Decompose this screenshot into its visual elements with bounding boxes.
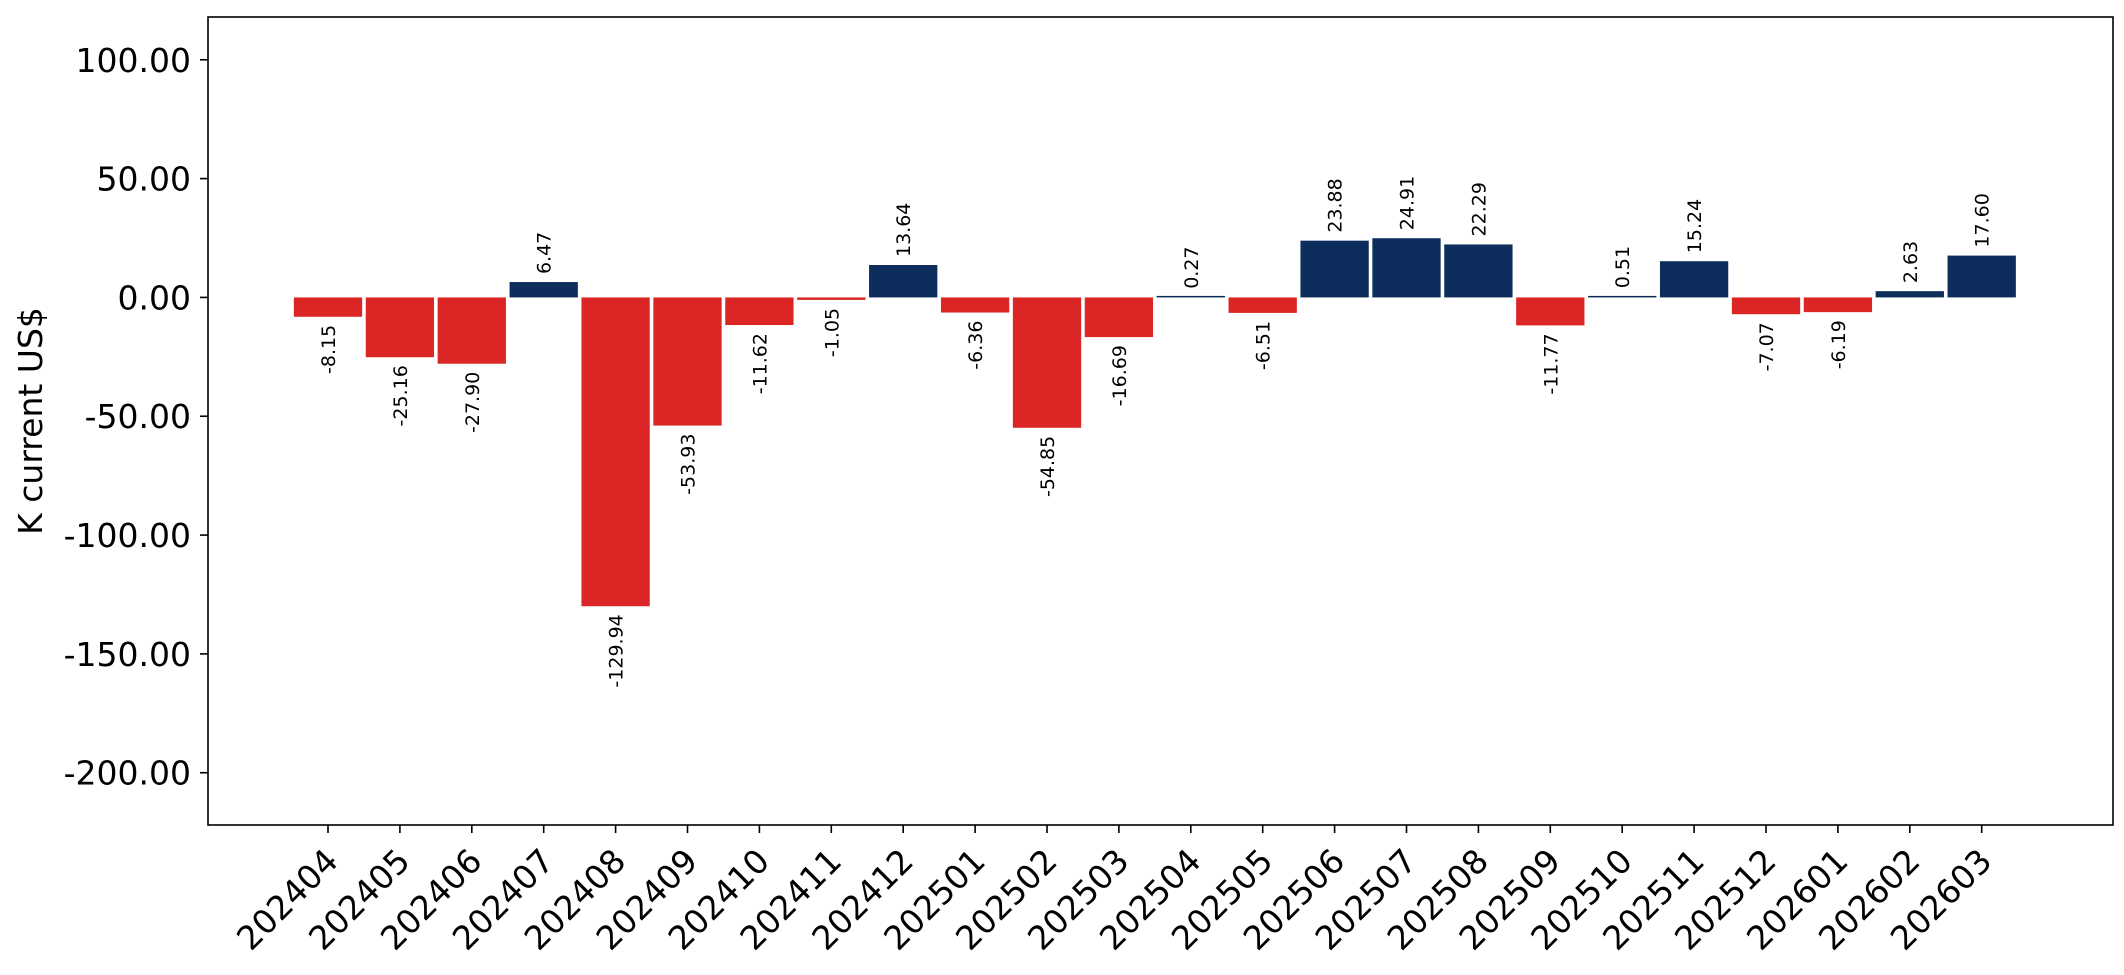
data-label-202409: -53.93 bbox=[678, 434, 700, 495]
y-tick-label: -150.00 bbox=[64, 635, 191, 674]
data-label-202504: 0.27 bbox=[1181, 246, 1203, 288]
bar-202502 bbox=[1012, 297, 1082, 428]
data-label-202505: -6.51 bbox=[1253, 321, 1275, 370]
data-label-202512: -7.07 bbox=[1756, 322, 1778, 371]
bar-202508 bbox=[1444, 244, 1513, 298]
x-axis: 2024042024052024062024072024082024092024… bbox=[229, 825, 1999, 958]
data-label-202511: 15.24 bbox=[1684, 199, 1706, 253]
bar-202602 bbox=[1875, 291, 1944, 298]
y-axis: 100.00 50.00 0.00 -50.00 -100.00 -150.00 -200.… bbox=[64, 41, 208, 793]
bar-202412 bbox=[869, 265, 938, 298]
y-tick-label: -50.00 bbox=[85, 397, 191, 436]
data-label-202410: -11.62 bbox=[749, 333, 771, 394]
bar-202510 bbox=[1588, 295, 1657, 298]
data-label-202508: 22.29 bbox=[1468, 182, 1490, 236]
bar-202407 bbox=[509, 282, 578, 298]
data-label-202503: -16.69 bbox=[1109, 345, 1131, 406]
bar-202505 bbox=[1228, 297, 1297, 313]
data-label-202507: 24.91 bbox=[1397, 176, 1419, 230]
bars-group bbox=[293, 238, 2016, 607]
data-label-202411: -1.05 bbox=[821, 308, 843, 357]
bar-202507 bbox=[1372, 238, 1441, 298]
bar-202409 bbox=[653, 297, 722, 426]
data-label-202506: 23.88 bbox=[1325, 178, 1347, 232]
bar-202411 bbox=[797, 297, 866, 300]
data-label-202408: -129.94 bbox=[606, 614, 628, 687]
bar-202503 bbox=[1084, 297, 1154, 338]
bar-202410 bbox=[725, 297, 794, 326]
data-label-202405: -25.16 bbox=[390, 365, 412, 426]
data-label-202501: -6.36 bbox=[965, 321, 987, 370]
y-tick-label: 50.00 bbox=[97, 160, 191, 199]
plot-area-frame bbox=[207, 16, 2114, 826]
bar-202406 bbox=[437, 297, 506, 364]
bar-202509 bbox=[1516, 297, 1585, 326]
data-label-202510: 0.51 bbox=[1612, 246, 1634, 288]
data-label-202502: -54.85 bbox=[1037, 436, 1059, 497]
bar-202511 bbox=[1659, 261, 1729, 298]
data-label-202406: -27.90 bbox=[462, 372, 484, 433]
bar-202404 bbox=[293, 297, 363, 317]
y-tick-label: 0.00 bbox=[118, 278, 191, 317]
bar-202601 bbox=[1803, 297, 1873, 313]
y-tick-label: 100.00 bbox=[76, 41, 191, 80]
bar-202408 bbox=[581, 297, 650, 607]
data-label-202601: -6.19 bbox=[1828, 320, 1850, 369]
bar-202603 bbox=[1947, 255, 2016, 298]
y-tick-label: -200.00 bbox=[64, 754, 191, 793]
data-label-202404: -8.15 bbox=[318, 325, 340, 374]
y-axis-label: K current US$ bbox=[11, 307, 50, 535]
data-label-202407: 6.47 bbox=[534, 232, 556, 274]
data-label-202509: -11.77 bbox=[1540, 333, 1562, 394]
data-label-202603: 17.60 bbox=[1972, 193, 1994, 247]
bar-202504 bbox=[1156, 295, 1225, 298]
bar-202501 bbox=[940, 297, 1010, 313]
bar-202512 bbox=[1731, 297, 1801, 315]
bar-202506 bbox=[1300, 240, 1369, 298]
data-label-202412: 13.64 bbox=[893, 203, 915, 257]
y-tick-label: -100.00 bbox=[64, 516, 191, 555]
data-label-202602: 2.63 bbox=[1900, 241, 1922, 283]
data-labels-group: -8.15 -25.16 -27.90 6.47 -129.94 -53.93 -11.62… bbox=[318, 176, 1994, 688]
bar-202405 bbox=[365, 297, 435, 358]
